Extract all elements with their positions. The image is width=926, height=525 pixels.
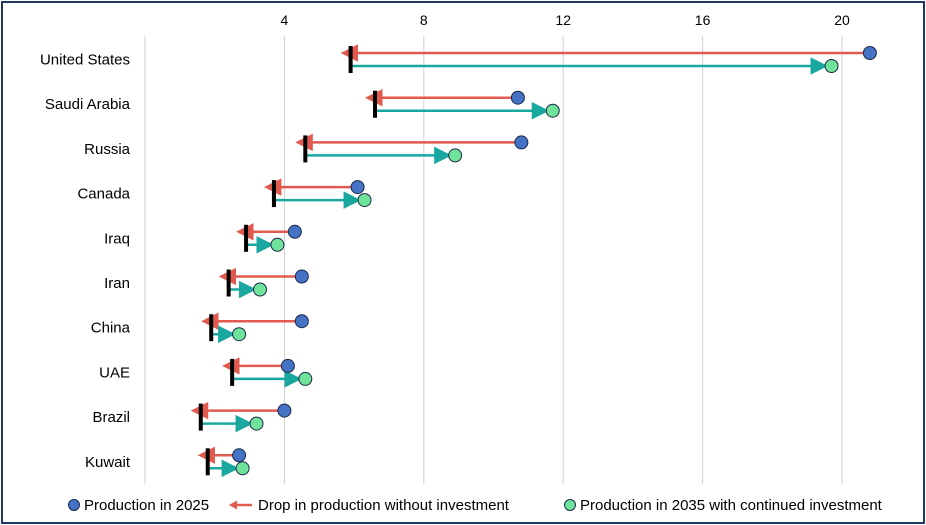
category-label: Iraq bbox=[104, 230, 130, 247]
category-label: Saudi Arabia bbox=[45, 96, 131, 113]
point-2025 bbox=[232, 448, 247, 463]
point-2035 bbox=[232, 327, 247, 342]
red-arrow-icon bbox=[229, 500, 252, 510]
gridlines bbox=[144, 36, 843, 484]
point-2025 bbox=[350, 180, 365, 195]
legend-label-2035: Production in 2035 with continued invest… bbox=[580, 496, 882, 514]
baseline-bar bbox=[373, 90, 378, 118]
point-2025 bbox=[862, 46, 877, 60]
category-label: China bbox=[91, 320, 131, 337]
category-label: Iran bbox=[104, 275, 130, 292]
point-2035 bbox=[298, 371, 313, 386]
point-2035 bbox=[545, 103, 560, 118]
x-tick-label: 20 bbox=[834, 12, 850, 28]
point-2025 bbox=[294, 269, 309, 284]
category-label: Russia bbox=[84, 141, 131, 158]
point-2025 bbox=[510, 90, 525, 105]
x-tick-label: 12 bbox=[555, 12, 571, 28]
category-labels: United States Saudi Arabia Russia Canada Ira… bbox=[40, 52, 131, 471]
baseline-bar bbox=[198, 403, 203, 431]
legend-item-drop: Drop in production without investment bbox=[228, 492, 509, 518]
data-marks bbox=[190, 44, 877, 478]
point-2035 bbox=[253, 282, 268, 297]
point-2025 bbox=[277, 403, 292, 418]
point-2035 bbox=[824, 59, 839, 73]
point-2035 bbox=[235, 461, 250, 476]
category-label: Kuwait bbox=[85, 454, 131, 471]
category-label: UAE bbox=[99, 364, 130, 381]
green-circle-icon bbox=[564, 499, 576, 511]
x-tick-label: 16 bbox=[695, 12, 711, 28]
point-2025 bbox=[287, 224, 302, 239]
x-tick-label: 8 bbox=[420, 12, 428, 28]
point-2025 bbox=[294, 314, 309, 329]
blue-circle-icon bbox=[68, 499, 80, 511]
baseline-bar bbox=[303, 135, 308, 163]
point-2035 bbox=[249, 416, 264, 431]
x-tick-label: 4 bbox=[281, 12, 289, 28]
baseline-bar bbox=[271, 180, 276, 208]
category-label: United States bbox=[40, 52, 130, 69]
legend-label-2025: Production in 2025 bbox=[84, 496, 210, 514]
point-2025 bbox=[514, 135, 529, 150]
legend-item-2025: Production in 2025 bbox=[68, 492, 209, 518]
point-2035 bbox=[357, 193, 372, 208]
x-axis-ticks: 4 8 12 16 20 bbox=[281, 12, 850, 28]
baseline-bar bbox=[205, 448, 210, 476]
baseline-bar bbox=[230, 358, 235, 386]
baseline-bar bbox=[244, 224, 249, 252]
legend: Production in 2025 Drop in production wi… bbox=[0, 492, 926, 518]
baseline-bar bbox=[209, 314, 214, 342]
legend-item-2035: Production in 2035 with continued invest… bbox=[564, 492, 882, 518]
baseline-bar bbox=[348, 46, 353, 73]
legend-label-drop: Drop in production without investment bbox=[258, 496, 509, 514]
category-label: Brazil bbox=[92, 409, 130, 426]
point-2035 bbox=[270, 237, 285, 252]
category-label: Canada bbox=[77, 186, 130, 203]
baseline-bar bbox=[226, 269, 231, 297]
point-2025 bbox=[280, 358, 295, 373]
point-2035 bbox=[448, 148, 463, 163]
